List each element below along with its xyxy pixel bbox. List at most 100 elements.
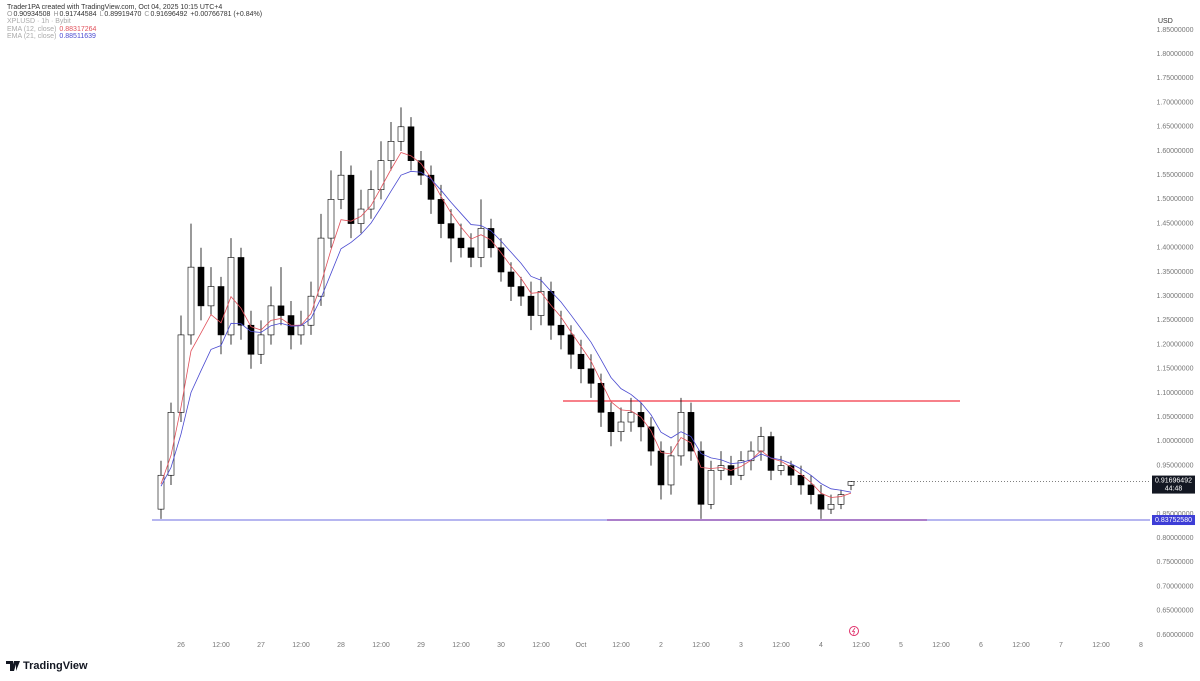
candle-body — [317, 237, 325, 297]
candle-body — [157, 474, 165, 510]
y-tick-label: 1.50000000 — [1157, 196, 1194, 203]
candle-body — [847, 481, 855, 486]
candle-body — [277, 305, 285, 316]
candle-body — [827, 504, 835, 510]
y-tick-label: 1.80000000 — [1157, 51, 1194, 58]
x-tick-label: 4 — [819, 642, 823, 649]
candle-body — [327, 199, 335, 239]
candle-body — [297, 324, 305, 336]
candle-body — [677, 412, 685, 457]
x-tick-label: 12:00 — [612, 642, 630, 649]
x-tick-label: 8 — [1139, 642, 1143, 649]
candle-body — [797, 474, 805, 486]
indicator-name: EMA (12, close) — [7, 26, 56, 33]
candle-body — [647, 426, 655, 452]
y-tick-label: 0.65000000 — [1157, 608, 1194, 615]
x-tick-label: 27 — [257, 642, 265, 649]
candle-body — [607, 412, 615, 433]
candle-body — [707, 470, 715, 505]
candle-body — [757, 436, 765, 452]
candle-body — [767, 436, 775, 471]
candle-body — [517, 286, 525, 297]
candle-body — [787, 465, 795, 476]
countdown: 44:48 — [1165, 485, 1183, 492]
y-tick-label: 1.30000000 — [1157, 293, 1194, 300]
y-tick-label: 0.60000000 — [1157, 632, 1194, 639]
y-tick-label: 1.00000000 — [1157, 438, 1194, 445]
candle-body — [587, 368, 595, 384]
ohlc-value: 0.90934508 — [13, 11, 50, 18]
candle-body — [167, 412, 175, 476]
candle-body — [347, 174, 355, 224]
x-tick-label: 12:00 — [532, 642, 550, 649]
candle-body — [407, 126, 415, 161]
x-tick-label: 30 — [497, 642, 505, 649]
y-tick-label: 1.55000000 — [1157, 172, 1194, 179]
y-tick-label: 1.60000000 — [1157, 148, 1194, 155]
candle-body — [187, 266, 195, 336]
ohlc-letter: L — [99, 11, 103, 18]
currency: USD — [1158, 18, 1173, 25]
candle-body — [177, 334, 185, 413]
candle-body — [657, 450, 665, 486]
x-tick-label: 28 — [337, 642, 345, 649]
symbol: XPLUSD · 1h · Bybit — [7, 18, 71, 25]
y-tick-label: 1.35000000 — [1157, 269, 1194, 276]
ohlc-value: 0.91744584 — [60, 11, 97, 18]
candle-body — [397, 126, 405, 142]
candle-body — [247, 324, 255, 355]
x-tick-label: 2 — [659, 642, 663, 649]
candle-body — [617, 421, 625, 433]
ohlc-letter: C — [144, 11, 149, 18]
candle-body — [837, 494, 845, 505]
x-tick-label: Oct — [576, 642, 587, 649]
x-tick-label: 12:00 — [1012, 642, 1030, 649]
x-tick-label: 12:00 — [692, 642, 710, 649]
ohlc-letter: O — [7, 11, 13, 18]
x-tick-label: 12:00 — [292, 642, 310, 649]
y-tick-label: 0.80000000 — [1157, 535, 1194, 542]
y-tick-label: 1.70000000 — [1157, 99, 1194, 106]
x-tick-label: 29 — [417, 642, 425, 649]
x-tick-label: 5 — [899, 642, 903, 649]
candle-body — [697, 450, 705, 505]
x-tick-label: 12:00 — [212, 642, 230, 649]
candle-body — [197, 266, 205, 307]
ema-line — [160, 170, 852, 493]
candle-body — [527, 295, 535, 316]
x-tick-label: 12:00 — [852, 642, 870, 649]
candle-body — [497, 247, 505, 273]
candle-body — [427, 174, 435, 200]
x-tick-label: 26 — [177, 642, 185, 649]
candle-body — [417, 160, 425, 176]
y-tick-label: 1.45000000 — [1157, 220, 1194, 227]
y-tick-label: 0.85000000 — [1157, 511, 1194, 518]
indicator-legend: EMA (12, close) 0.88317264 — [7, 26, 97, 33]
x-tick-label: 6 — [979, 642, 983, 649]
ohlc-letter: H — [53, 11, 58, 18]
candle-body — [387, 141, 395, 161]
last-price-box — [1152, 475, 1195, 494]
candle-body — [307, 295, 315, 326]
candle-body — [627, 412, 635, 423]
credit: Trader1PA created with TradingView.com, … — [7, 4, 222, 11]
y-tick-label: 1.15000000 — [1157, 366, 1194, 373]
x-tick-label: 12:00 — [772, 642, 790, 649]
candle-body — [237, 257, 245, 326]
candle-body — [477, 228, 485, 258]
candle-body — [207, 286, 215, 307]
y-tick-label: 1.25000000 — [1157, 317, 1194, 324]
candle-body — [577, 353, 585, 370]
indicator-value: 0.88511639 — [59, 33, 96, 40]
candle-body — [507, 271, 515, 287]
y-tick-label: 1.40000000 — [1157, 245, 1194, 252]
y-tick-label: 1.85000000 — [1157, 27, 1194, 34]
candle-body — [437, 199, 445, 224]
indicator-legend: EMA (21, close) 0.88511639 — [7, 33, 96, 40]
y-tick-label: 0.75000000 — [1157, 559, 1194, 566]
indicator-name: EMA (21, close) — [7, 33, 56, 40]
y-tick-label: 0.70000000 — [1157, 583, 1194, 590]
candle-body — [567, 334, 575, 355]
candle-body — [747, 450, 755, 462]
